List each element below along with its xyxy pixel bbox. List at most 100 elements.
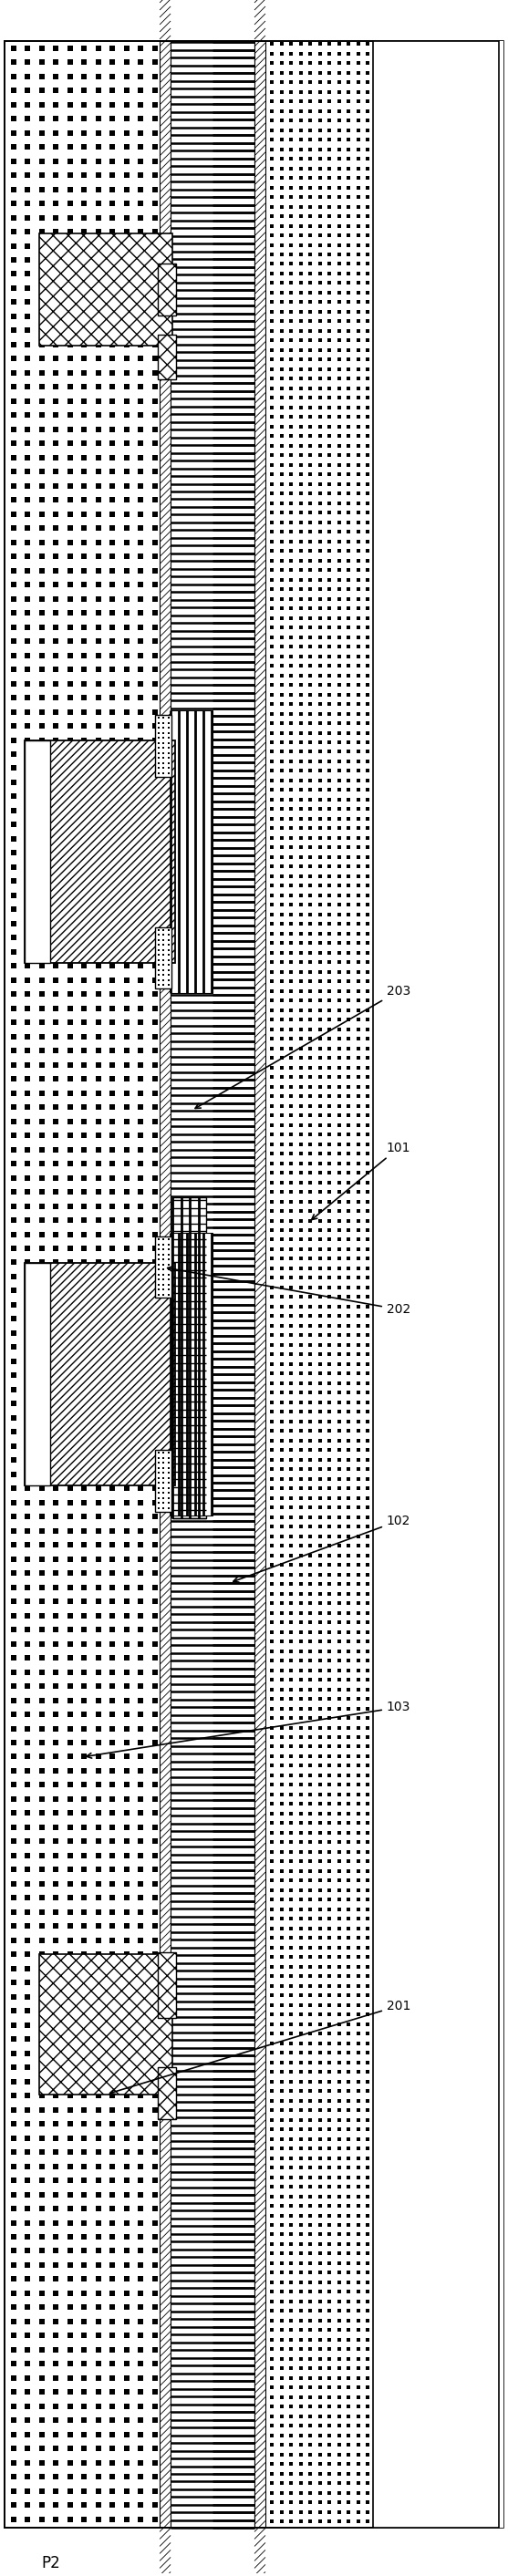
Point — [306, 855, 314, 896]
Point — [109, 1906, 117, 1947]
Bar — [373, 41, 503, 2527]
Point — [344, 1669, 353, 1710]
Point — [335, 1602, 343, 1643]
Point — [10, 1736, 18, 1777]
Point — [364, 577, 372, 618]
Point — [277, 1937, 285, 1978]
Point — [154, 925, 163, 966]
Point — [364, 1564, 372, 1605]
Point — [109, 422, 117, 464]
Point — [335, 2357, 343, 2398]
Point — [277, 2146, 285, 2187]
Point — [94, 1623, 103, 1664]
Point — [364, 520, 372, 562]
Point — [344, 1677, 353, 1718]
Point — [344, 368, 353, 410]
Point — [10, 747, 18, 788]
Point — [268, 2061, 276, 2102]
Point — [364, 1306, 372, 1347]
Point — [354, 1945, 362, 1986]
Point — [94, 2074, 103, 2115]
Point — [354, 1056, 362, 1097]
Point — [154, 1448, 163, 1489]
Point — [297, 2166, 305, 2208]
Point — [151, 1115, 159, 1157]
Point — [316, 2347, 324, 2388]
Point — [354, 425, 362, 466]
Point — [268, 309, 276, 350]
Point — [38, 1043, 46, 1084]
Point — [38, 1285, 46, 1327]
Point — [151, 1692, 159, 1734]
Point — [297, 742, 305, 783]
Point — [297, 876, 305, 917]
Point — [94, 2329, 103, 2370]
Point — [316, 502, 324, 544]
Point — [122, 917, 131, 958]
Point — [80, 1257, 88, 1298]
Point — [268, 492, 276, 533]
Point — [306, 961, 314, 1002]
Point — [109, 2061, 117, 2102]
Point — [137, 1172, 145, 1213]
Point — [52, 2074, 60, 2115]
Point — [94, 804, 103, 845]
Point — [151, 2357, 159, 2398]
Point — [137, 2089, 145, 2130]
Point — [344, 1736, 353, 1777]
Point — [38, 1128, 46, 1170]
Point — [122, 422, 131, 464]
Point — [316, 1687, 324, 1728]
Point — [52, 1185, 60, 1226]
Point — [10, 495, 18, 536]
Point — [10, 677, 18, 719]
Point — [325, 1574, 333, 1615]
Point — [335, 770, 343, 811]
Point — [287, 904, 295, 945]
Point — [268, 453, 276, 495]
Point — [344, 2290, 353, 2331]
Point — [287, 1659, 295, 1700]
Point — [306, 1391, 314, 1432]
Point — [306, 1708, 314, 1749]
Point — [297, 1592, 305, 1633]
Point — [66, 747, 74, 788]
Point — [287, 1257, 295, 1298]
Bar — [155, 716, 172, 775]
Point — [316, 2367, 324, 2409]
Point — [151, 85, 159, 126]
Point — [94, 719, 103, 760]
Point — [151, 2004, 159, 2045]
Point — [151, 1595, 159, 1636]
Point — [66, 337, 74, 379]
Point — [297, 2184, 305, 2226]
Point — [297, 368, 305, 410]
Point — [277, 2071, 285, 2112]
Point — [122, 549, 131, 590]
Point — [316, 1486, 324, 1528]
Point — [297, 1066, 305, 1108]
Point — [38, 564, 46, 605]
Point — [52, 1425, 60, 1466]
Point — [297, 1123, 305, 1164]
Point — [335, 1899, 343, 1940]
Point — [137, 1368, 145, 1409]
Point — [94, 1059, 103, 1100]
Point — [137, 690, 145, 732]
Point — [24, 1030, 32, 1072]
Point — [277, 1010, 285, 1051]
Point — [306, 2128, 314, 2169]
Point — [66, 649, 74, 690]
Point — [66, 1087, 74, 1128]
Point — [364, 157, 372, 198]
Point — [122, 1453, 131, 1494]
Point — [287, 2022, 295, 2063]
Point — [364, 175, 372, 216]
Point — [335, 196, 343, 237]
Point — [344, 2452, 353, 2494]
Point — [137, 1157, 145, 1198]
Point — [80, 1878, 88, 1919]
Point — [297, 1239, 305, 1280]
Point — [24, 1667, 32, 1708]
Point — [80, 422, 88, 464]
